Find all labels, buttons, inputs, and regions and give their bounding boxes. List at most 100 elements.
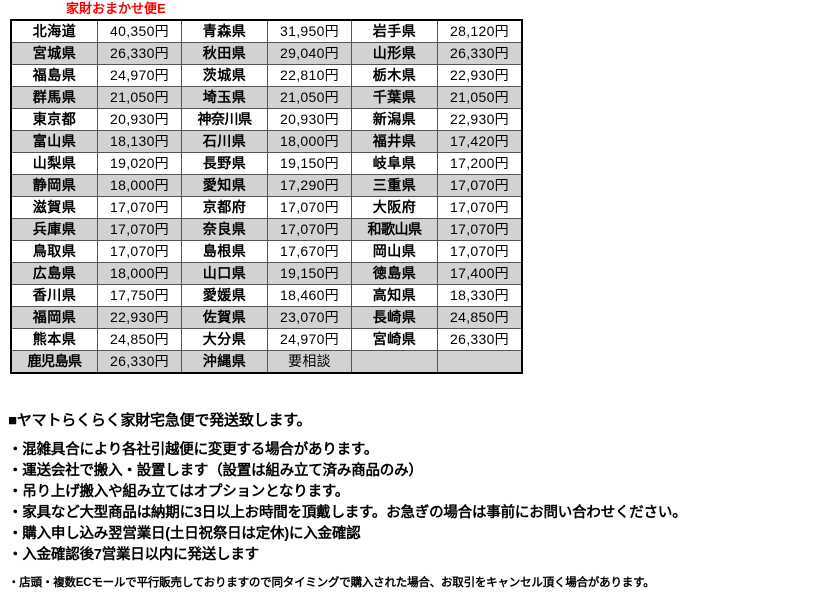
- price-cell: 18,000円: [267, 130, 352, 153]
- price-cell: 18,460円: [267, 284, 352, 307]
- prefecture-cell: 大分県: [181, 328, 268, 351]
- prefecture-cell: 東京都: [10, 108, 98, 131]
- prefecture-cell: 岡山県: [351, 240, 438, 263]
- price-cell: 17,070円: [267, 218, 352, 241]
- price-cell: 17,070円: [437, 174, 523, 197]
- price-cell: 21,050円: [267, 86, 352, 109]
- table-row: 鹿児島県 26,330円 沖縄県 要相談: [10, 350, 523, 374]
- price-cell: 要相談: [267, 350, 352, 374]
- prefecture-cell: 埼玉県: [181, 86, 268, 109]
- note-line: ・家具など大型商品は納期に3日以上お時間を頂戴します。お急ぎの場合は事前にお問い…: [8, 505, 687, 521]
- prefecture-cell: 北海道: [10, 19, 98, 43]
- prefecture-cell: 富山県: [10, 130, 98, 153]
- prefecture-cell: 鹿児島県: [10, 350, 98, 374]
- prefecture-cell: 静岡県: [10, 174, 98, 197]
- table-row: 宮城県 26,330円 秋田県 29,040円 山形県 26,330円: [10, 42, 523, 65]
- prefecture-cell: 栃木県: [351, 64, 438, 87]
- price-cell: 17,420円: [437, 130, 523, 153]
- price-cell: 22,930円: [437, 64, 523, 87]
- price-cell: 29,040円: [267, 42, 352, 65]
- table-row: 富山県 18,130円 石川県 18,000円 福井県 17,420円: [10, 130, 523, 153]
- price-cell: 26,330円: [97, 42, 182, 65]
- prefecture-cell: 島根県: [181, 240, 268, 263]
- prefecture-cell: 福井県: [351, 130, 438, 153]
- price-cell: 17,750円: [97, 284, 182, 307]
- price-cell: 40,350円: [97, 19, 182, 43]
- table-row: 福岡県 22,930円 佐賀県 23,070円 長崎県 24,850円: [10, 306, 523, 329]
- prefecture-cell: 茨城県: [181, 64, 268, 87]
- prefecture-cell: 神奈川県: [181, 108, 268, 131]
- table-row: 東京都 20,930円 神奈川県 20,930円 新潟県 22,930円: [10, 108, 523, 131]
- empty-cell: [437, 350, 523, 374]
- price-cell: 28,120円: [437, 19, 523, 43]
- price-cell: 20,930円: [97, 108, 182, 131]
- table-row: 福島県 24,970円 茨城県 22,810円 栃木県 22,930円: [10, 64, 523, 87]
- price-cell: 17,070円: [97, 196, 182, 219]
- price-cell: 31,950円: [267, 19, 352, 43]
- prefecture-cell: 岩手県: [351, 19, 438, 43]
- prefecture-cell: 京都府: [181, 196, 268, 219]
- prefecture-cell: 滋賀県: [10, 196, 98, 219]
- prefecture-cell: 山口県: [181, 262, 268, 285]
- page-title: 家財おまかせ便E: [66, 1, 166, 16]
- prefecture-cell: 沖縄県: [181, 350, 268, 374]
- price-cell: 17,290円: [267, 174, 352, 197]
- fare-table-container: 北海道 40,350円 青森県 31,950円 岩手県 28,120円 宮城県 26,330円…: [10, 19, 523, 374]
- prefecture-cell: 徳島県: [351, 262, 438, 285]
- price-cell: 17,070円: [437, 196, 523, 219]
- note-line: ・運送会社で搬入・設置します（設置は組み立て済み商品のみ）: [8, 463, 423, 479]
- price-cell: 26,330円: [97, 350, 182, 374]
- notes-heading: ■ヤマトらくらく家財宅急便で発送致します。: [8, 412, 312, 429]
- price-cell: 19,150円: [267, 152, 352, 175]
- prefecture-cell: 香川県: [10, 284, 98, 307]
- table-row: 広島県 18,000円 山口県 19,150円 徳島県 17,400円: [10, 262, 523, 285]
- price-cell: 24,970円: [267, 328, 352, 351]
- prefecture-cell: 三重県: [351, 174, 438, 197]
- prefecture-cell: 広島県: [10, 262, 98, 285]
- prefecture-cell: 岐阜県: [351, 152, 438, 175]
- note-line: ・混雑具合により各社引越便に変更する場合があります。: [8, 442, 379, 458]
- prefecture-cell: 愛知県: [181, 174, 268, 197]
- prefecture-cell: 宮崎県: [351, 328, 438, 351]
- prefecture-cell: 高知県: [351, 284, 438, 307]
- prefecture-cell: 群馬県: [10, 86, 98, 109]
- notes-fine-print: ・店頭・複数ECモールで平行販売しておりますので同タイミングで購入された場合、お…: [8, 577, 655, 589]
- price-cell: 24,850円: [437, 306, 523, 329]
- table-row: 北海道 40,350円 青森県 31,950円 岩手県 28,120円: [10, 19, 523, 43]
- empty-cell: [351, 350, 438, 374]
- price-cell: 17,200円: [437, 152, 523, 175]
- prefecture-cell: 大阪府: [351, 196, 438, 219]
- price-cell: 19,020円: [97, 152, 182, 175]
- prefecture-cell: 新潟県: [351, 108, 438, 131]
- price-cell: 18,000円: [97, 174, 182, 197]
- shipping-notes: ■ヤマトらくらく家財宅急便で発送致します。 ・混雑具合により各社引越便に変更する…: [8, 410, 818, 593]
- price-cell: 17,670円: [267, 240, 352, 263]
- table-row: 静岡県 18,000円 愛知県 17,290円 三重県 17,070円: [10, 174, 523, 197]
- table-row: 山梨県 19,020円 長野県 19,150円 岐阜県 17,200円: [10, 152, 523, 175]
- price-cell: 24,850円: [97, 328, 182, 351]
- price-cell: 17,070円: [97, 218, 182, 241]
- price-cell: 21,050円: [97, 86, 182, 109]
- prefecture-cell: 愛媛県: [181, 284, 268, 307]
- price-cell: 21,050円: [437, 86, 523, 109]
- price-cell: 22,810円: [267, 64, 352, 87]
- prefecture-cell: 宮城県: [10, 42, 98, 65]
- price-cell: 17,070円: [267, 196, 352, 219]
- prefecture-cell: 長野県: [181, 152, 268, 175]
- price-cell: 17,070円: [437, 218, 523, 241]
- prefecture-cell: 秋田県: [181, 42, 268, 65]
- prefecture-cell: 奈良県: [181, 218, 268, 241]
- price-cell: 18,330円: [437, 284, 523, 307]
- note-line: ・吊り上げ搬入や組み立てはオプションとなります。: [8, 484, 350, 500]
- prefecture-cell: 山形県: [351, 42, 438, 65]
- table-row: 滋賀県 17,070円 京都府 17,070円 大阪府 17,070円: [10, 196, 523, 219]
- prefecture-cell: 佐賀県: [181, 306, 268, 329]
- price-cell: 18,130円: [97, 130, 182, 153]
- note-line: ・購入申し込み翌営業日(土日祝祭日は定休)に入金確認: [8, 526, 361, 542]
- prefecture-cell: 鳥取県: [10, 240, 98, 263]
- table-row: 兵庫県 17,070円 奈良県 17,070円 和歌山県 17,070円: [10, 218, 523, 241]
- prefecture-cell: 熊本県: [10, 328, 98, 351]
- price-cell: 20,930円: [267, 108, 352, 131]
- prefecture-cell: 福岡県: [10, 306, 98, 329]
- prefecture-cell: 福島県: [10, 64, 98, 87]
